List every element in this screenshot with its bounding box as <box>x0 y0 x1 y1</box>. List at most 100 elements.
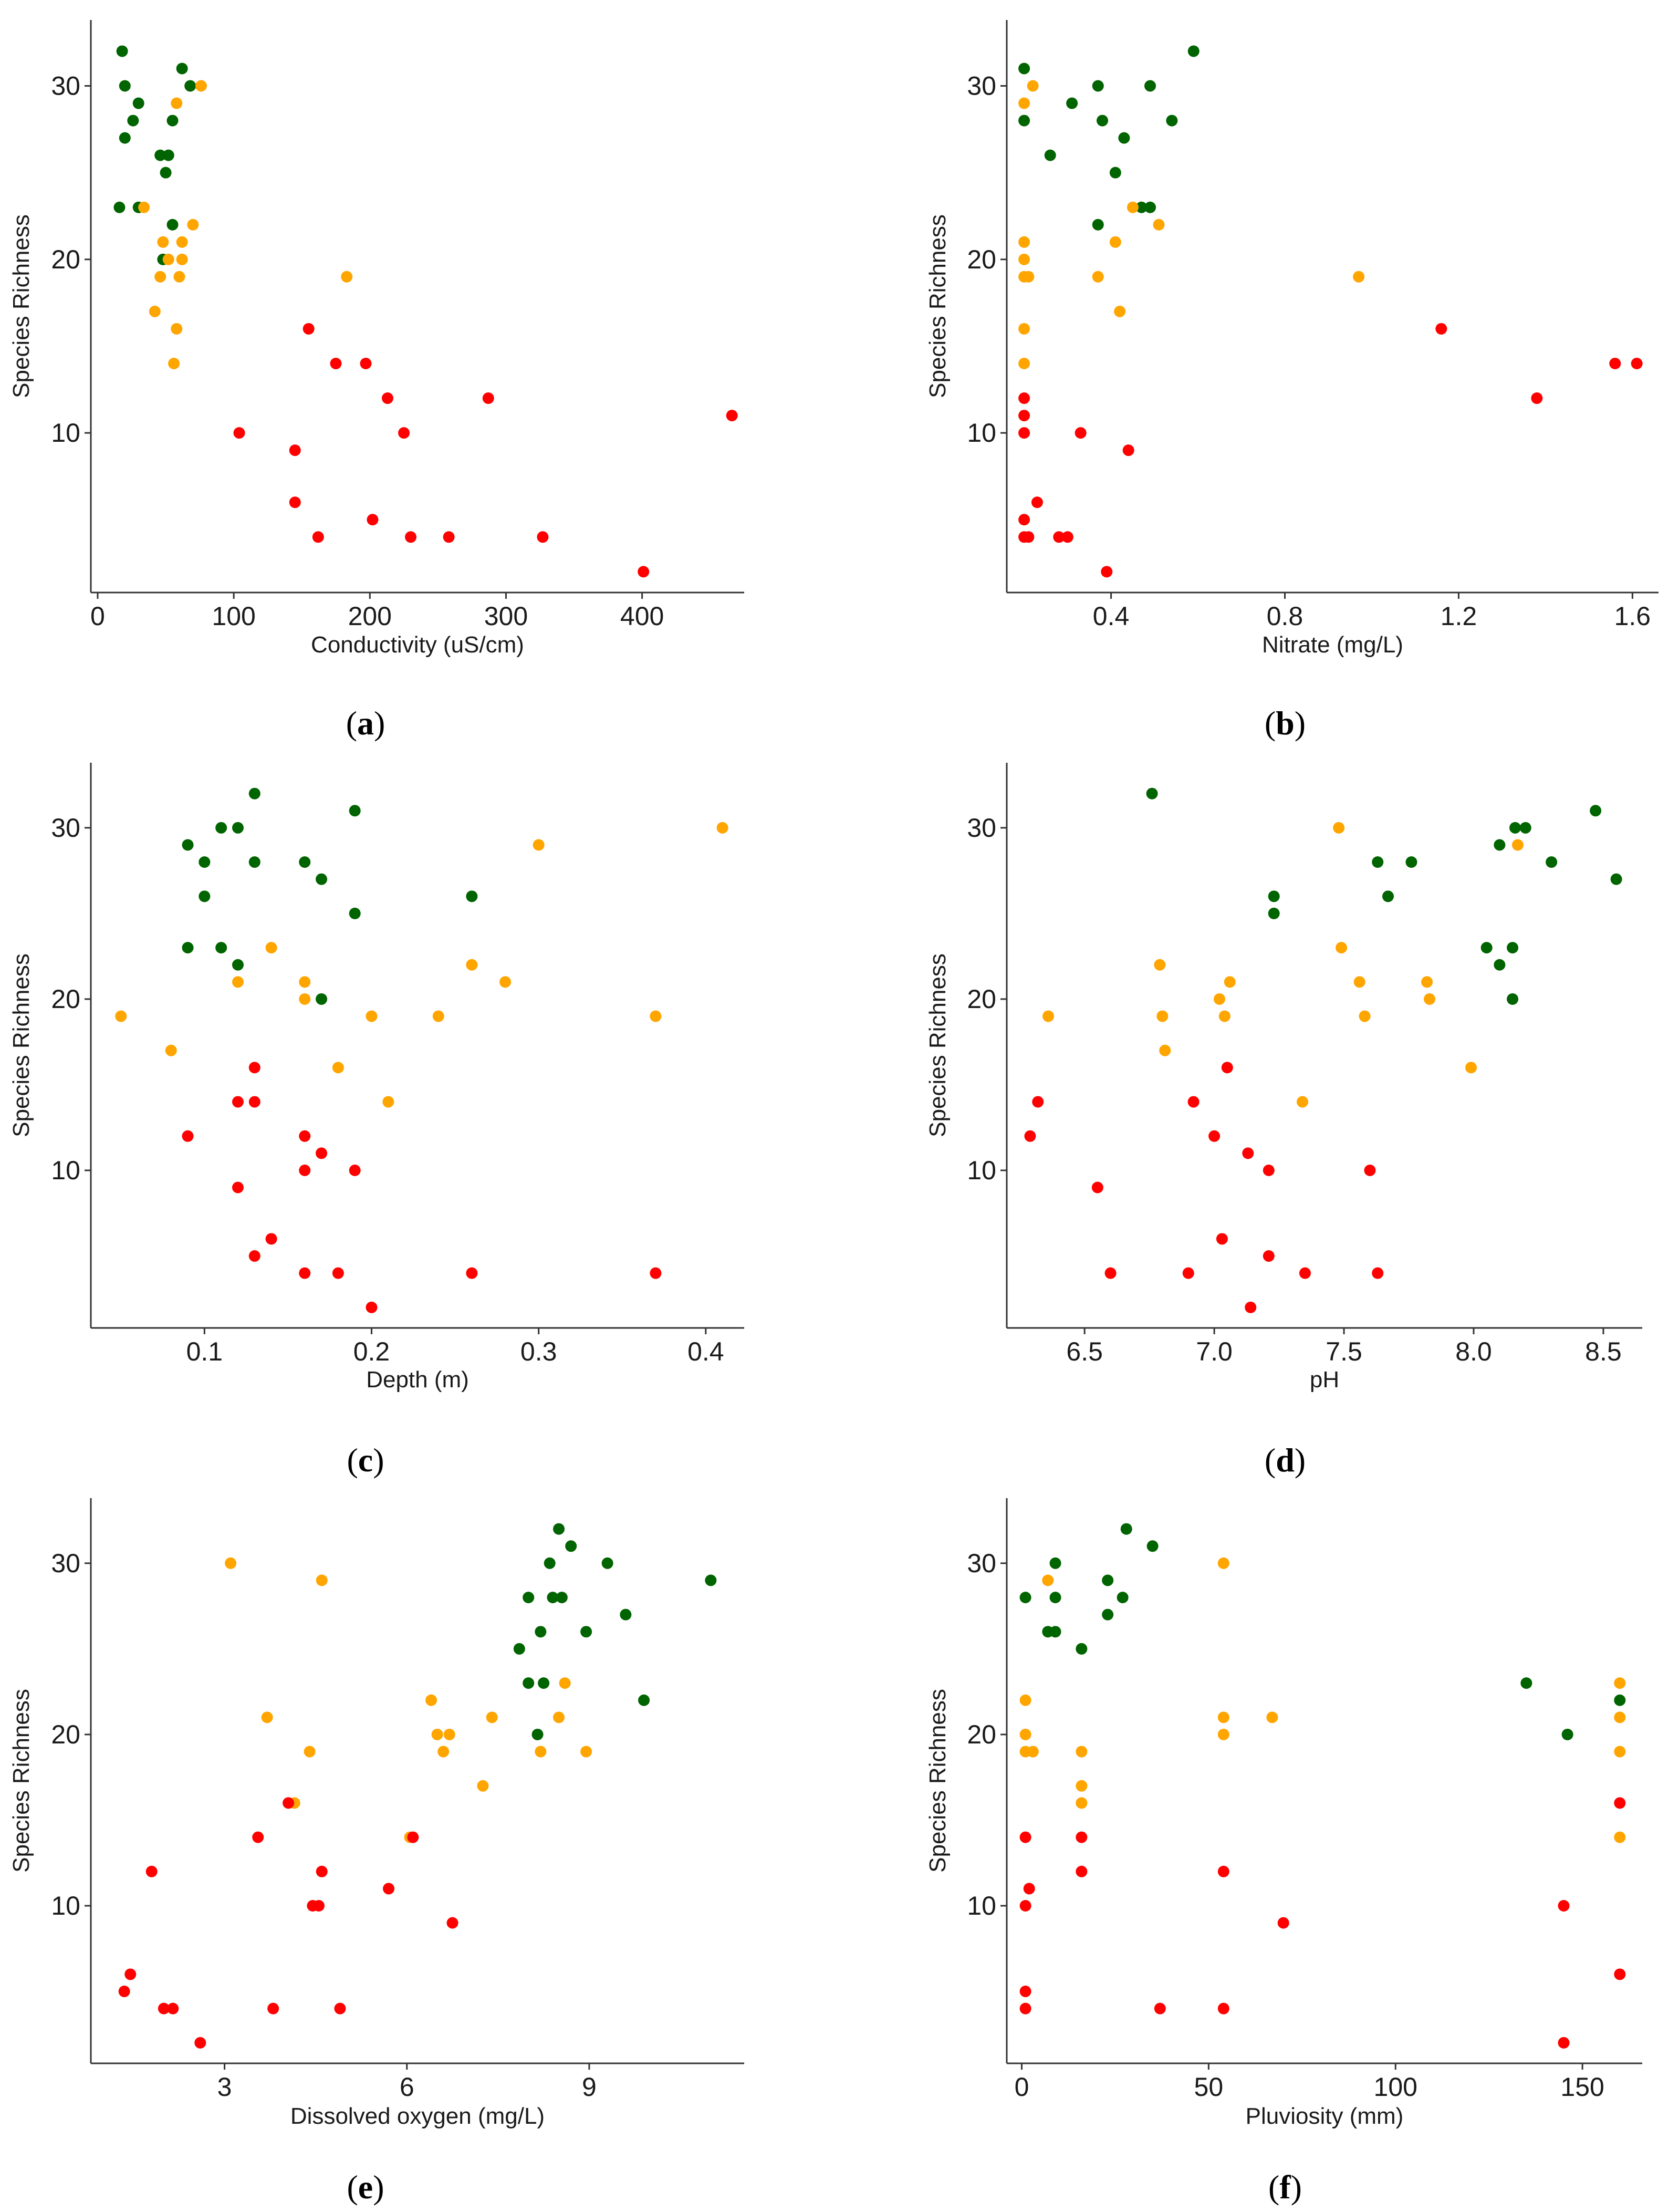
data-point-medium <box>1159 1044 1171 1056</box>
data-point-high <box>199 890 211 902</box>
data-point-medium <box>341 271 353 283</box>
data-point-high <box>547 1592 559 1604</box>
caption-letter: f <box>1279 2168 1291 2206</box>
data-point-medium <box>1154 959 1166 971</box>
data-point-medium <box>1218 1010 1230 1022</box>
data-point-medium <box>650 1010 662 1022</box>
caption-paren-close: ) <box>373 2168 384 2206</box>
data-point-medium <box>1018 253 1030 265</box>
data-point-low <box>1245 1301 1257 1313</box>
data-point-medium <box>165 1044 177 1056</box>
data-point-high <box>154 149 166 161</box>
data-point-high <box>176 63 188 75</box>
data-point-medium <box>225 1557 237 1569</box>
data-point-high <box>1144 201 1156 213</box>
data-point-low <box>1299 1267 1311 1279</box>
data-point-high <box>535 1626 547 1638</box>
data-point-medium <box>1153 219 1165 231</box>
data-point-high <box>132 97 144 109</box>
data-point-low <box>537 531 549 543</box>
data-point-medium <box>1297 1096 1309 1108</box>
data-point-low <box>124 1968 137 1980</box>
caption-paren-open: ( <box>1265 1441 1276 1479</box>
data-point-low <box>446 1917 458 1929</box>
data-point-low <box>1217 1865 1229 1877</box>
data-point-medium <box>1353 976 1365 988</box>
data-point-medium <box>716 822 728 834</box>
data-point-medium <box>1076 1746 1088 1758</box>
data-point-high <box>166 219 179 231</box>
data-point-high <box>1187 45 1200 57</box>
data-point-high <box>523 1592 535 1604</box>
data-point-low <box>332 1267 344 1279</box>
data-point-medium <box>432 1010 444 1022</box>
data-point-medium <box>1614 1746 1626 1758</box>
data-point-low <box>1435 323 1447 335</box>
data-point-low <box>252 1831 264 1843</box>
data-point-low <box>248 1096 260 1108</box>
panel-caption: (a) <box>346 704 385 742</box>
data-point-low <box>726 410 738 422</box>
data-point-low <box>482 392 494 404</box>
data-point-low <box>1023 531 1035 543</box>
y-tick-label: 20 <box>967 1720 996 1749</box>
data-point-high <box>638 1694 650 1706</box>
data-point-medium <box>1076 1780 1088 1792</box>
data-point-high <box>1117 1592 1129 1604</box>
x-tick-label: 0.2 <box>353 1337 390 1366</box>
data-point-high <box>1109 167 1121 179</box>
data-point-high <box>1092 219 1104 231</box>
caption-paren-close: ) <box>1295 704 1306 742</box>
data-point-low <box>1075 427 1087 439</box>
data-point-low <box>1101 566 1113 578</box>
data-point-high <box>232 822 244 834</box>
x-axis-title: Pluviosity (mm) <box>1246 2103 1404 2129</box>
data-point-low <box>1061 531 1073 543</box>
data-point-high <box>232 959 244 971</box>
data-point-high <box>705 1574 717 1586</box>
data-point-low <box>1631 358 1643 369</box>
data-point-low <box>182 1130 194 1142</box>
data-point-medium <box>168 358 180 369</box>
data-point-low <box>248 1250 260 1262</box>
y-tick-label: 30 <box>967 1549 996 1578</box>
data-point-high <box>580 1626 592 1638</box>
panel-caption: (b) <box>1265 704 1306 742</box>
data-point-low <box>1263 1250 1275 1262</box>
data-point-low <box>316 1865 328 1877</box>
data-point-medium <box>366 1010 378 1022</box>
data-point-high <box>166 115 179 127</box>
data-point-medium <box>171 97 183 109</box>
data-point-high <box>1561 1728 1573 1740</box>
data-point-low <box>118 1986 130 1998</box>
caption-letter: d <box>1276 1441 1295 1479</box>
data-point-low <box>650 1267 662 1279</box>
x-tick-label: 1.6 <box>1614 601 1651 631</box>
data-point-high <box>1268 907 1280 919</box>
y-axis-title: Species Richness <box>8 953 34 1137</box>
x-axis-title: Depth (m) <box>366 1367 469 1393</box>
data-point-medium <box>1042 1010 1055 1022</box>
data-point-medium <box>1092 271 1104 283</box>
y-tick-label: 10 <box>967 1891 996 1920</box>
data-point-low <box>1217 2002 1229 2014</box>
data-point-low <box>158 2002 170 2014</box>
data-point-medium <box>1266 1711 1278 1723</box>
data-point-high <box>1118 132 1130 144</box>
data-point-high <box>248 856 260 868</box>
x-tick-label: 0 <box>1015 2072 1029 2102</box>
panel-caption: (d) <box>1265 1441 1306 1479</box>
y-axis-title: Species Richness <box>925 953 951 1137</box>
x-axis-title: Nitrate (mg/L) <box>1262 632 1403 658</box>
data-point-high <box>349 805 361 817</box>
data-point-medium <box>162 253 174 265</box>
caption-letter: a <box>357 704 374 742</box>
data-point-high <box>565 1540 577 1552</box>
y-axis-title: Species Richness <box>8 214 34 398</box>
data-point-high <box>1519 822 1531 834</box>
data-point-high <box>1480 942 1493 954</box>
data-point-high <box>1049 1557 1061 1569</box>
data-point-medium <box>1019 1728 1031 1740</box>
x-tick-label: 6.5 <box>1066 1337 1103 1366</box>
